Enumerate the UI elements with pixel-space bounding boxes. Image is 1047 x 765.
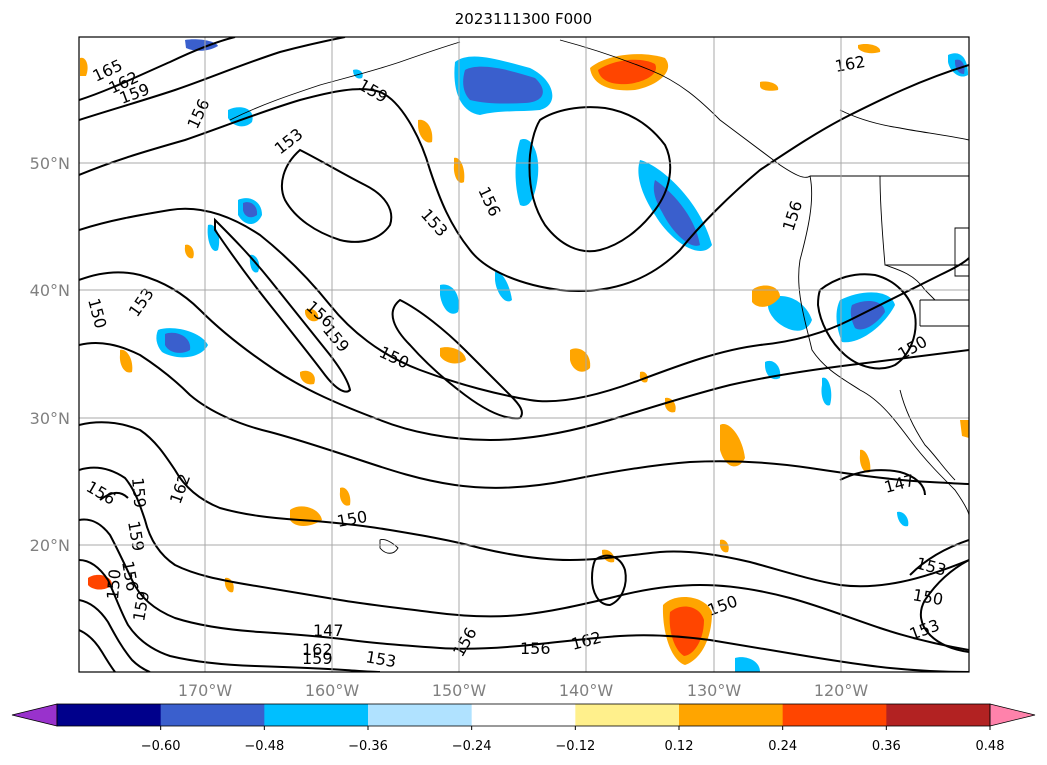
colorbar-extend-low [11,703,58,727]
colorbar-tick-label: −0.36 [348,739,388,754]
lat-label-50n: 50°N [30,154,70,173]
colorbar-tick-label: −0.60 [141,739,181,754]
lon-label-120w: 120°W [814,681,869,700]
contour-label: 159 [128,477,150,509]
colorbar-extend-high [989,703,1036,727]
latitude-labels: 50°N 40°N 30°N 20°N [30,154,70,555]
colorbar-segment [264,704,369,726]
positive-anomaly-fill [80,43,969,665]
colorbar-outline [56,703,991,727]
lon-label-150w: 150°W [432,681,487,700]
colorbar-tick-label: 0.36 [872,739,901,754]
lon-label-140w: 140°W [559,681,614,700]
longitude-labels: 170°W 160°W 150°W 140°W 130°W 120°W [178,681,869,700]
colorbar-tick-label: −0.24 [452,739,492,754]
colorbar-segment [679,704,784,726]
contour-label: 159 [302,649,333,668]
lat-label-40n: 40°N [30,281,70,300]
colorbar-segment [782,704,887,726]
colorbar-tick-label: 0.12 [665,739,694,754]
colorbar-tick-label: 0.48 [976,739,1005,754]
lat-label-20n: 20°N [30,536,70,555]
contour-label: 156 [520,639,551,658]
colorbar-segment [160,704,265,726]
contour-label: 162 [302,640,333,659]
map-frame [78,36,970,673]
contour-label: 147 [313,621,344,640]
graticule [79,37,969,672]
map-area [79,37,969,672]
colorbar-segment [57,704,162,726]
lon-label-130w: 130°W [687,681,742,700]
colorbar-segment [886,704,991,726]
colorbar-tick-label: −0.48 [244,739,284,754]
coastlines [229,39,969,554]
colorbar-tick-label: −0.12 [555,739,595,754]
colorbar-tick-label: 0.24 [768,739,797,754]
contour-label: 150 [103,568,125,600]
lat-label-30n: 30°N [30,409,70,428]
colorbar-segment [471,704,576,726]
colorbar-segment [575,704,680,726]
lon-label-160w: 160°W [305,681,360,700]
colorbar: −0.60 −0.48 −0.36 −0.24 −0.12 0.12 0.24 0.36 0.4… [11,703,1036,754]
colorbar-segment [368,704,473,726]
lon-label-170w: 170°W [178,681,233,700]
map-title: 2023111300 F000 [454,10,593,28]
